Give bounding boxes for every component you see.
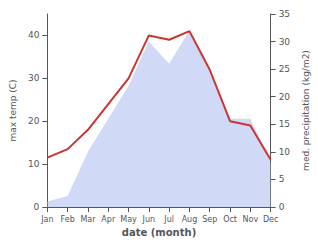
svg-text:25: 25 bbox=[279, 64, 290, 74]
svg-text:May: May bbox=[120, 215, 137, 224]
svg-text:0: 0 bbox=[34, 202, 40, 212]
svg-text:Apr: Apr bbox=[101, 215, 116, 224]
svg-text:5: 5 bbox=[279, 174, 285, 184]
svg-text:Sep: Sep bbox=[202, 215, 217, 224]
svg-text:med. precipitation (kg/m2): med. precipitation (kg/m2) bbox=[301, 50, 311, 171]
svg-text:Jan: Jan bbox=[40, 215, 53, 224]
svg-text:35: 35 bbox=[279, 9, 290, 19]
svg-text:Dec: Dec bbox=[263, 215, 278, 224]
svg-text:30: 30 bbox=[279, 37, 291, 47]
svg-text:date (month): date (month) bbox=[122, 227, 196, 238]
svg-text:30: 30 bbox=[28, 73, 40, 83]
svg-text:max temp (C): max temp (C) bbox=[8, 79, 18, 141]
svg-text:Nov: Nov bbox=[243, 215, 259, 224]
svg-text:40: 40 bbox=[28, 30, 40, 40]
svg-text:0: 0 bbox=[279, 202, 285, 212]
svg-text:20: 20 bbox=[28, 116, 40, 126]
svg-text:Aug: Aug bbox=[182, 215, 198, 224]
svg-text:10: 10 bbox=[28, 159, 40, 169]
svg-text:Jul: Jul bbox=[163, 215, 174, 224]
svg-text:Jun: Jun bbox=[142, 215, 156, 224]
svg-text:20: 20 bbox=[279, 92, 291, 102]
svg-text:Mar: Mar bbox=[80, 215, 96, 224]
svg-text:Feb: Feb bbox=[61, 215, 75, 224]
svg-text:10: 10 bbox=[279, 147, 291, 157]
svg-text:15: 15 bbox=[279, 119, 290, 129]
svg-text:Oct: Oct bbox=[223, 215, 237, 224]
